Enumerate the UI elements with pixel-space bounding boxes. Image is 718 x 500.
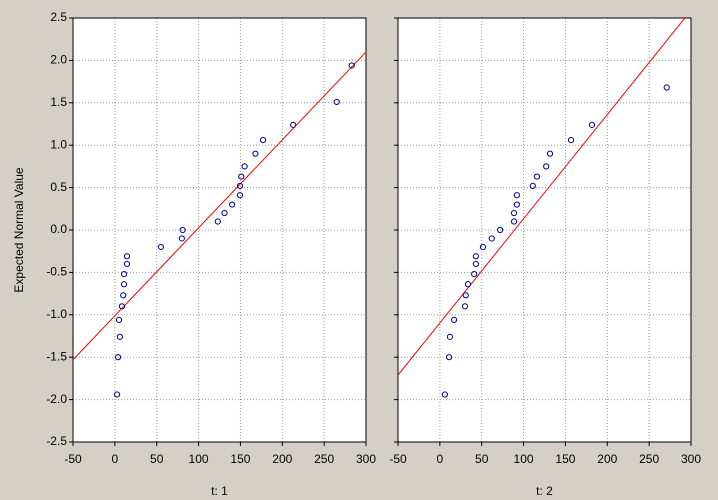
data-point	[462, 292, 469, 299]
data-point	[228, 201, 236, 208]
y-tick-label: 1.0	[50, 137, 67, 151]
data-point	[529, 182, 536, 190]
data-point	[510, 218, 518, 225]
x-tick-label: 250	[314, 452, 334, 466]
data-point	[178, 235, 185, 242]
x-tick-label: 50	[150, 452, 164, 466]
data-point	[588, 121, 596, 128]
data-point	[472, 260, 479, 268]
data-point	[567, 137, 575, 144]
data-point	[543, 163, 550, 170]
x-tick-label: 100	[189, 452, 209, 466]
y-tick-label: 0.5	[50, 180, 67, 194]
y-tick-label: -1.0	[46, 307, 67, 321]
x-tick-label: 300	[356, 452, 376, 466]
y-tick-label: -1.5	[46, 349, 67, 363]
data-point	[441, 391, 448, 398]
plot-border	[72, 17, 367, 443]
data-point	[290, 121, 297, 128]
data-point	[114, 354, 122, 361]
y-tick-label: -0.5	[46, 265, 67, 279]
data-point	[497, 226, 504, 234]
x-tick-label: 200	[272, 452, 292, 466]
x-tick-label: 0	[112, 452, 119, 466]
data-point	[120, 281, 128, 288]
data-point	[461, 303, 469, 310]
x-tick-label: -50	[389, 452, 407, 466]
plot-border	[397, 17, 692, 443]
data-point	[663, 84, 670, 91]
x-tick-label: 50	[475, 452, 489, 466]
data-point	[445, 354, 453, 361]
y-tick-label: -2.0	[46, 392, 67, 406]
data-point	[252, 150, 259, 157]
x-tick-label: 300	[681, 452, 701, 466]
x-tick-label: 0	[437, 452, 444, 466]
data-point	[513, 192, 520, 199]
data-point	[120, 270, 128, 278]
data-point	[214, 218, 221, 225]
data-point	[179, 226, 186, 234]
data-point	[546, 150, 554, 157]
x-tick-label: 200	[597, 452, 617, 466]
y-tick-label: 2.0	[50, 53, 67, 67]
data-point	[241, 163, 248, 170]
data-point	[471, 270, 478, 278]
data-point	[115, 316, 123, 323]
y-tick-label: -2.5	[46, 434, 67, 448]
y-tick-label: 1.5	[50, 95, 67, 109]
data-point	[123, 260, 131, 268]
data-point	[450, 316, 458, 323]
data-point	[472, 253, 479, 260]
x-tick-label: 100	[514, 452, 534, 466]
data-point	[533, 173, 541, 180]
data-point	[118, 303, 126, 310]
data-point	[446, 333, 454, 340]
y-tick-label: 0.0	[50, 222, 67, 236]
fit-line	[398, 18, 686, 376]
data-point	[464, 281, 472, 288]
data-point	[113, 391, 121, 398]
x-tick-label: 150	[230, 452, 250, 466]
y-axis-label: Expected Normal Value	[12, 167, 26, 293]
data-point	[479, 243, 487, 251]
data-point	[120, 292, 127, 299]
data-point	[348, 62, 355, 69]
data-point	[333, 98, 340, 106]
data-point	[259, 137, 267, 144]
x-axis-label: t: 1	[211, 484, 228, 498]
x-tick-label: -50	[64, 452, 82, 466]
data-point	[236, 182, 244, 190]
data-point	[238, 173, 245, 180]
data-point	[157, 243, 164, 251]
data-point	[123, 253, 131, 260]
data-point	[221, 209, 228, 217]
y-tick-label: 2.5	[50, 10, 67, 24]
data-point	[513, 201, 520, 208]
data-point	[510, 209, 518, 217]
data-point	[116, 333, 123, 340]
x-axis-label: t: 2	[536, 484, 553, 498]
data-point	[236, 192, 244, 199]
x-tick-label: 150	[555, 452, 575, 466]
data-point	[488, 235, 495, 242]
x-tick-label: 250	[639, 452, 659, 466]
